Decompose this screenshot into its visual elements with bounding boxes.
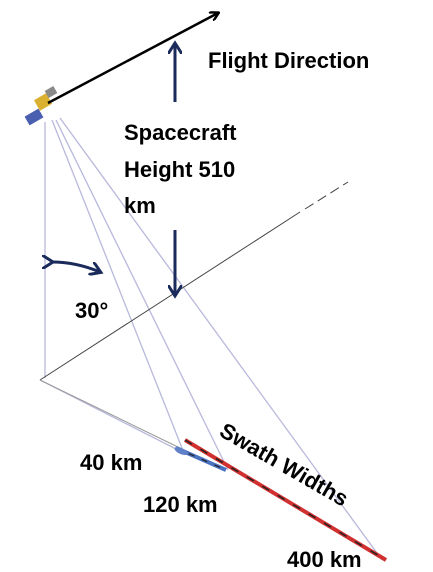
angle-arrow [52,262,100,272]
swath-400: 400 km [287,547,362,572]
angle-label: 30° [75,298,108,323]
height-line: Height 510 [124,157,235,182]
flight-arrow [47,13,218,105]
swaths [174,438,388,562]
height-line: km [124,193,156,218]
height-line: Spacecraft [124,120,237,145]
satellite [24,86,58,126]
flight-direction: Flight Direction [208,48,369,73]
swath-120: 120 km [143,492,218,517]
swath-40: 40 km [80,450,142,475]
